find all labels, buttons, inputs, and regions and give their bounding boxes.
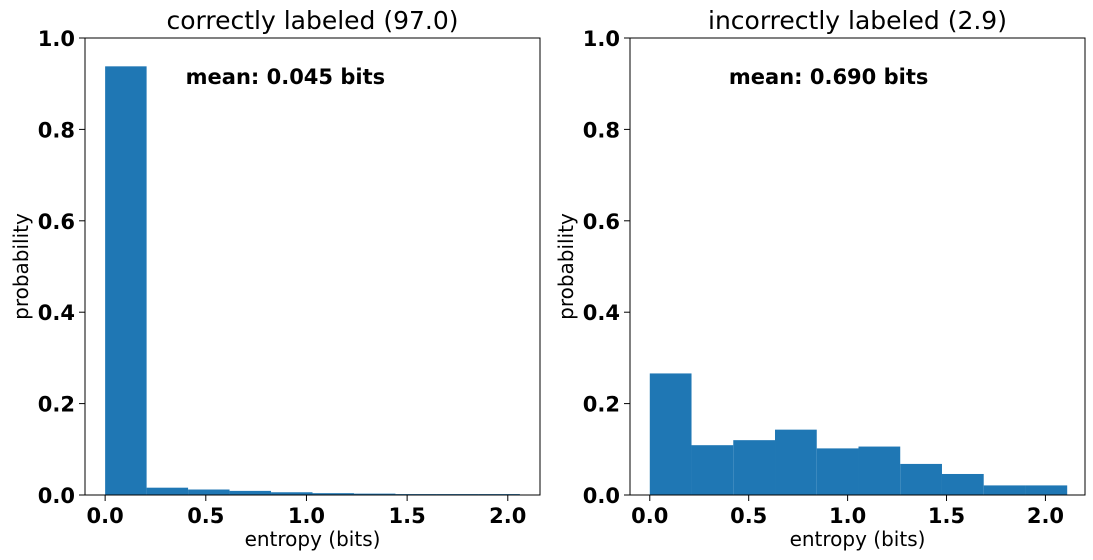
- histogram-bar: [816, 448, 859, 495]
- histogram-bar: [188, 489, 230, 495]
- x-tick-label: 1.0: [829, 504, 866, 528]
- x-tick-label: 0.0: [631, 504, 668, 528]
- histogram-bar: [900, 463, 942, 495]
- y-tick-label: 0.0: [583, 484, 620, 508]
- histogram-bar: [733, 440, 776, 495]
- chart-title: incorrectly labeled (2.9): [708, 6, 1007, 35]
- x-tick-label: 1.0: [288, 504, 325, 528]
- y-tick-label: 0.2: [583, 393, 620, 417]
- chart-title: correctly labeled (97.0): [166, 6, 458, 35]
- x-tick-label: 0.5: [730, 504, 767, 528]
- chart-panel-1: 0.0 0.5 1.0 1.5 2.0 0.0 0.2 0.4 0.6 0.8 1.0 correct…: [9, 6, 541, 551]
- plot-frame: [84, 37, 541, 496]
- x-tick-label: 1.5: [389, 504, 426, 528]
- histogram-bar: [271, 492, 313, 495]
- mean-annotation: mean: 0.690 bits: [729, 65, 928, 89]
- mean-annotation: mean: 0.045 bits: [186, 65, 385, 89]
- y-tick-label: 0.8: [583, 118, 620, 142]
- histogram-bar: [691, 445, 734, 495]
- y-tick-label: 1.0: [38, 27, 75, 51]
- histogram-bar: [146, 487, 189, 495]
- histogram-bar: [983, 485, 1026, 495]
- bars: [105, 66, 520, 496]
- histogram-bar: [941, 473, 984, 495]
- x-tick-label: 2.0: [489, 504, 526, 528]
- histogram-bar: [229, 490, 272, 495]
- y-axis-label: probability: [9, 213, 33, 320]
- histogram-bar: [649, 373, 692, 495]
- y-tick-label: 0.2: [38, 393, 75, 417]
- y-tick-label: 0.8: [38, 118, 75, 142]
- histogram-bar: [353, 493, 396, 495]
- chart-panel-2: 0.0 0.5 1.0 1.5 2.0 0.0 0.2 0.4 0.6 0.8 1.0 incorre…: [554, 6, 1086, 551]
- x-axis-label: entropy (bits): [245, 527, 381, 551]
- histogram-bar: [858, 446, 901, 495]
- histogram-bar: [775, 429, 817, 495]
- x-tick-label: 0.0: [87, 504, 124, 528]
- histogram-bar: [1025, 485, 1068, 495]
- x-tick-label: 1.5: [928, 504, 965, 528]
- y-tick-label: 0.0: [38, 484, 75, 508]
- y-tick-label: 1.0: [583, 27, 620, 51]
- histogram-bar: [105, 66, 147, 496]
- y-tick-label: 0.4: [38, 301, 75, 325]
- histogram-bar: [312, 493, 354, 495]
- x-axis-label: entropy (bits): [790, 527, 926, 551]
- bars: [649, 373, 1068, 495]
- plot-frame: [629, 37, 1086, 496]
- y-tick-label: 0.6: [38, 210, 75, 234]
- x-tick-label: 0.5: [187, 504, 224, 528]
- x-tick-label: 2.0: [1027, 504, 1064, 528]
- y-tick-label: 0.6: [583, 210, 620, 234]
- y-tick-label: 0.4: [583, 301, 620, 325]
- y-axis-label: probability: [554, 213, 578, 320]
